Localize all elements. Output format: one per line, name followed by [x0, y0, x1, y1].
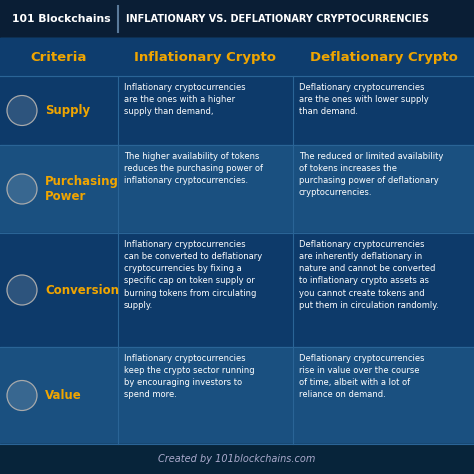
- Text: Criteria: Criteria: [31, 51, 87, 64]
- Bar: [0, 347, 474, 444]
- Circle shape: [7, 275, 37, 305]
- Text: Supply: Supply: [45, 104, 90, 117]
- Bar: [0, 145, 474, 233]
- Bar: [0, 38, 474, 42]
- Bar: [0, 76, 474, 145]
- Text: Deflationary cryptocurrencies
are the ones with lower supply
than demand.: Deflationary cryptocurrencies are the on…: [299, 83, 429, 116]
- Text: INFLATIONARY VS. DEFLATIONARY CRYPTOCURRENCIES: INFLATIONARY VS. DEFLATIONARY CRYPTOCURR…: [126, 14, 429, 24]
- Bar: [0, 233, 474, 347]
- Text: Inflationary cryptocurrencies
can be converted to deflationary
cryptocurrencies : Inflationary cryptocurrencies can be con…: [124, 240, 262, 310]
- Text: Inflationary cryptocurrencies
are the ones with a higher
supply than demand,: Inflationary cryptocurrencies are the on…: [124, 83, 246, 116]
- Text: Inflationary cryptocurrencies
keep the crypto sector running
by encouraging inve: Inflationary cryptocurrencies keep the c…: [124, 354, 255, 400]
- Text: Deflationary cryptocurrencies
are inherently deflationary in
nature and cannot b: Deflationary cryptocurrencies are inhere…: [299, 240, 438, 310]
- Text: Deflationary cryptocurrencies
rise in value over the course
of time, albeit with: Deflationary cryptocurrencies rise in va…: [299, 354, 425, 400]
- Circle shape: [7, 95, 37, 126]
- Circle shape: [7, 174, 37, 204]
- Bar: [0, 0, 474, 38]
- Text: Value: Value: [45, 389, 82, 402]
- Text: Purchasing
Power: Purchasing Power: [45, 175, 119, 203]
- Circle shape: [7, 381, 37, 410]
- Text: Deflationary Crypto: Deflationary Crypto: [310, 51, 457, 64]
- Bar: [0, 38, 474, 76]
- Text: Created by 101blockchains.com: Created by 101blockchains.com: [158, 454, 316, 464]
- Text: The reduced or limited availability
of tokens increases the
purchasing power of : The reduced or limited availability of t…: [299, 152, 443, 198]
- Text: Inflationary Crypto: Inflationary Crypto: [135, 51, 276, 64]
- Text: Conversion: Conversion: [45, 283, 119, 297]
- Text: 101 Blockchains: 101 Blockchains: [12, 14, 110, 24]
- Bar: [0, 444, 474, 474]
- Text: The higher availability of tokens
reduces the purchasing power of
inflationary c: The higher availability of tokens reduce…: [124, 152, 263, 185]
